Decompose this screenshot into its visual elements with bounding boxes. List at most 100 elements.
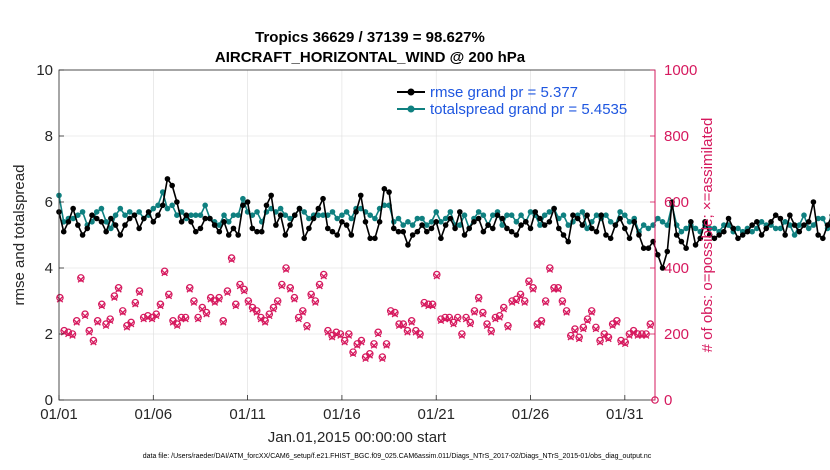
rmse-point bbox=[296, 205, 303, 212]
rmse-point bbox=[527, 225, 534, 232]
obs-possible-point bbox=[273, 297, 282, 305]
obs-assimilated-point bbox=[144, 314, 152, 321]
rmse-point bbox=[607, 235, 614, 242]
obs-assimilated-point bbox=[316, 282, 323, 290]
obs-assimilated-point bbox=[136, 289, 143, 297]
rmse-point bbox=[169, 182, 175, 189]
totalspread-point bbox=[607, 219, 614, 225]
rmse-point bbox=[197, 225, 204, 232]
totalspread-point bbox=[409, 222, 416, 228]
obs-assimilated-point bbox=[567, 334, 575, 341]
rmse-point bbox=[357, 192, 364, 199]
obs-possible-point bbox=[77, 274, 85, 282]
totalspread-point bbox=[315, 212, 322, 218]
rmse-point bbox=[442, 222, 449, 228]
y-right-tick-label: 400 bbox=[664, 260, 689, 277]
rmse-point bbox=[249, 225, 256, 232]
obs-assimilated-point bbox=[56, 296, 64, 303]
obs-possible-point bbox=[135, 287, 144, 295]
obs-assimilated-point bbox=[266, 312, 273, 320]
rmse-point bbox=[310, 215, 317, 222]
rmse-point bbox=[626, 235, 633, 242]
obs-assimilated-point bbox=[295, 315, 302, 323]
rmse-point bbox=[235, 232, 241, 238]
obs-assimilated-point bbox=[517, 292, 524, 300]
obs-assimilated-point bbox=[358, 338, 365, 346]
obs-assimilated-point bbox=[111, 294, 118, 301]
obs-assimilated-point bbox=[366, 352, 374, 359]
obs-assimilated-point bbox=[500, 305, 508, 313]
rmse-point bbox=[513, 232, 520, 238]
obs-possible-point bbox=[286, 283, 295, 292]
obs-possible-point bbox=[646, 320, 655, 328]
obs-possible-point bbox=[575, 333, 583, 342]
rmse-point bbox=[89, 212, 95, 218]
rmse-point bbox=[230, 225, 237, 232]
rmse-point bbox=[141, 215, 147, 222]
rmse-point bbox=[390, 225, 397, 232]
rmse-point bbox=[136, 225, 142, 232]
obs-assimilated-point bbox=[433, 272, 441, 280]
totalspread-point bbox=[810, 222, 817, 228]
obs-possible-point bbox=[269, 303, 278, 312]
obs-assimilated-point bbox=[253, 309, 260, 316]
rmse-point bbox=[414, 228, 421, 235]
rmse-point bbox=[678, 238, 685, 245]
rmse-point bbox=[735, 235, 741, 242]
obs-assimilated-point bbox=[492, 315, 499, 323]
y-left-tick-label: 6 bbox=[45, 194, 53, 211]
obs-assimilated-point bbox=[140, 315, 147, 323]
totalspread-point bbox=[645, 225, 652, 232]
x-tick-label: 01/06 bbox=[135, 406, 173, 423]
totalspread-point bbox=[791, 232, 798, 238]
obs-possible-point bbox=[587, 307, 596, 315]
obs-possible-point bbox=[449, 318, 458, 327]
obs-assimilated-point bbox=[291, 296, 298, 303]
totalspread-point bbox=[711, 225, 718, 232]
obs-possible-point bbox=[592, 323, 600, 332]
totalspread-point bbox=[329, 209, 336, 215]
obs-possible-point bbox=[81, 310, 89, 319]
rmse-point bbox=[273, 222, 279, 228]
totalspread-point bbox=[480, 212, 487, 218]
totalspread-point bbox=[367, 212, 374, 218]
totalspread-point bbox=[546, 209, 553, 215]
y-axis-right-label: # of obs: o=possible; ×=assimilated bbox=[699, 118, 716, 353]
obs-assimilated-point bbox=[274, 299, 281, 306]
obs-assimilated-point bbox=[525, 279, 533, 287]
rmse-point bbox=[697, 235, 704, 242]
totalspread-point bbox=[230, 212, 237, 218]
x-tick-label: 01/11 bbox=[229, 406, 265, 423]
rmse-point bbox=[725, 215, 732, 222]
obs-possible-point bbox=[324, 326, 332, 335]
rmse-point bbox=[541, 222, 548, 228]
obs-possible-point bbox=[303, 321, 311, 330]
rmse-point bbox=[84, 225, 91, 232]
obs-assimilated-point bbox=[85, 329, 93, 336]
obs-assimilated-point bbox=[333, 330, 340, 338]
obs-possible-point bbox=[144, 312, 152, 320]
obs-possible-point bbox=[278, 280, 286, 289]
rmse-point bbox=[315, 205, 322, 212]
totalspread-point bbox=[683, 225, 689, 232]
rmse-point bbox=[593, 228, 600, 235]
y-left-tick-label: 4 bbox=[45, 260, 53, 277]
obs-possible-point bbox=[185, 283, 194, 292]
totalspread-point bbox=[334, 215, 340, 222]
obs-possible-point bbox=[525, 277, 533, 286]
rmse-point bbox=[546, 219, 553, 225]
totalspread-point bbox=[772, 225, 779, 232]
obs-possible-point bbox=[315, 280, 324, 289]
rmse-point bbox=[268, 192, 274, 199]
obs-possible-point bbox=[265, 310, 274, 319]
obs-possible-point bbox=[386, 307, 395, 315]
rmse-point bbox=[301, 235, 307, 242]
obs-possible-point bbox=[68, 330, 77, 338]
rmse-point bbox=[155, 212, 161, 218]
rmse-point bbox=[782, 232, 788, 238]
obs-possible-point bbox=[487, 326, 496, 335]
totalspread-point bbox=[518, 212, 524, 218]
rmse-point bbox=[225, 232, 232, 238]
obs-assimilated-point bbox=[157, 302, 164, 310]
